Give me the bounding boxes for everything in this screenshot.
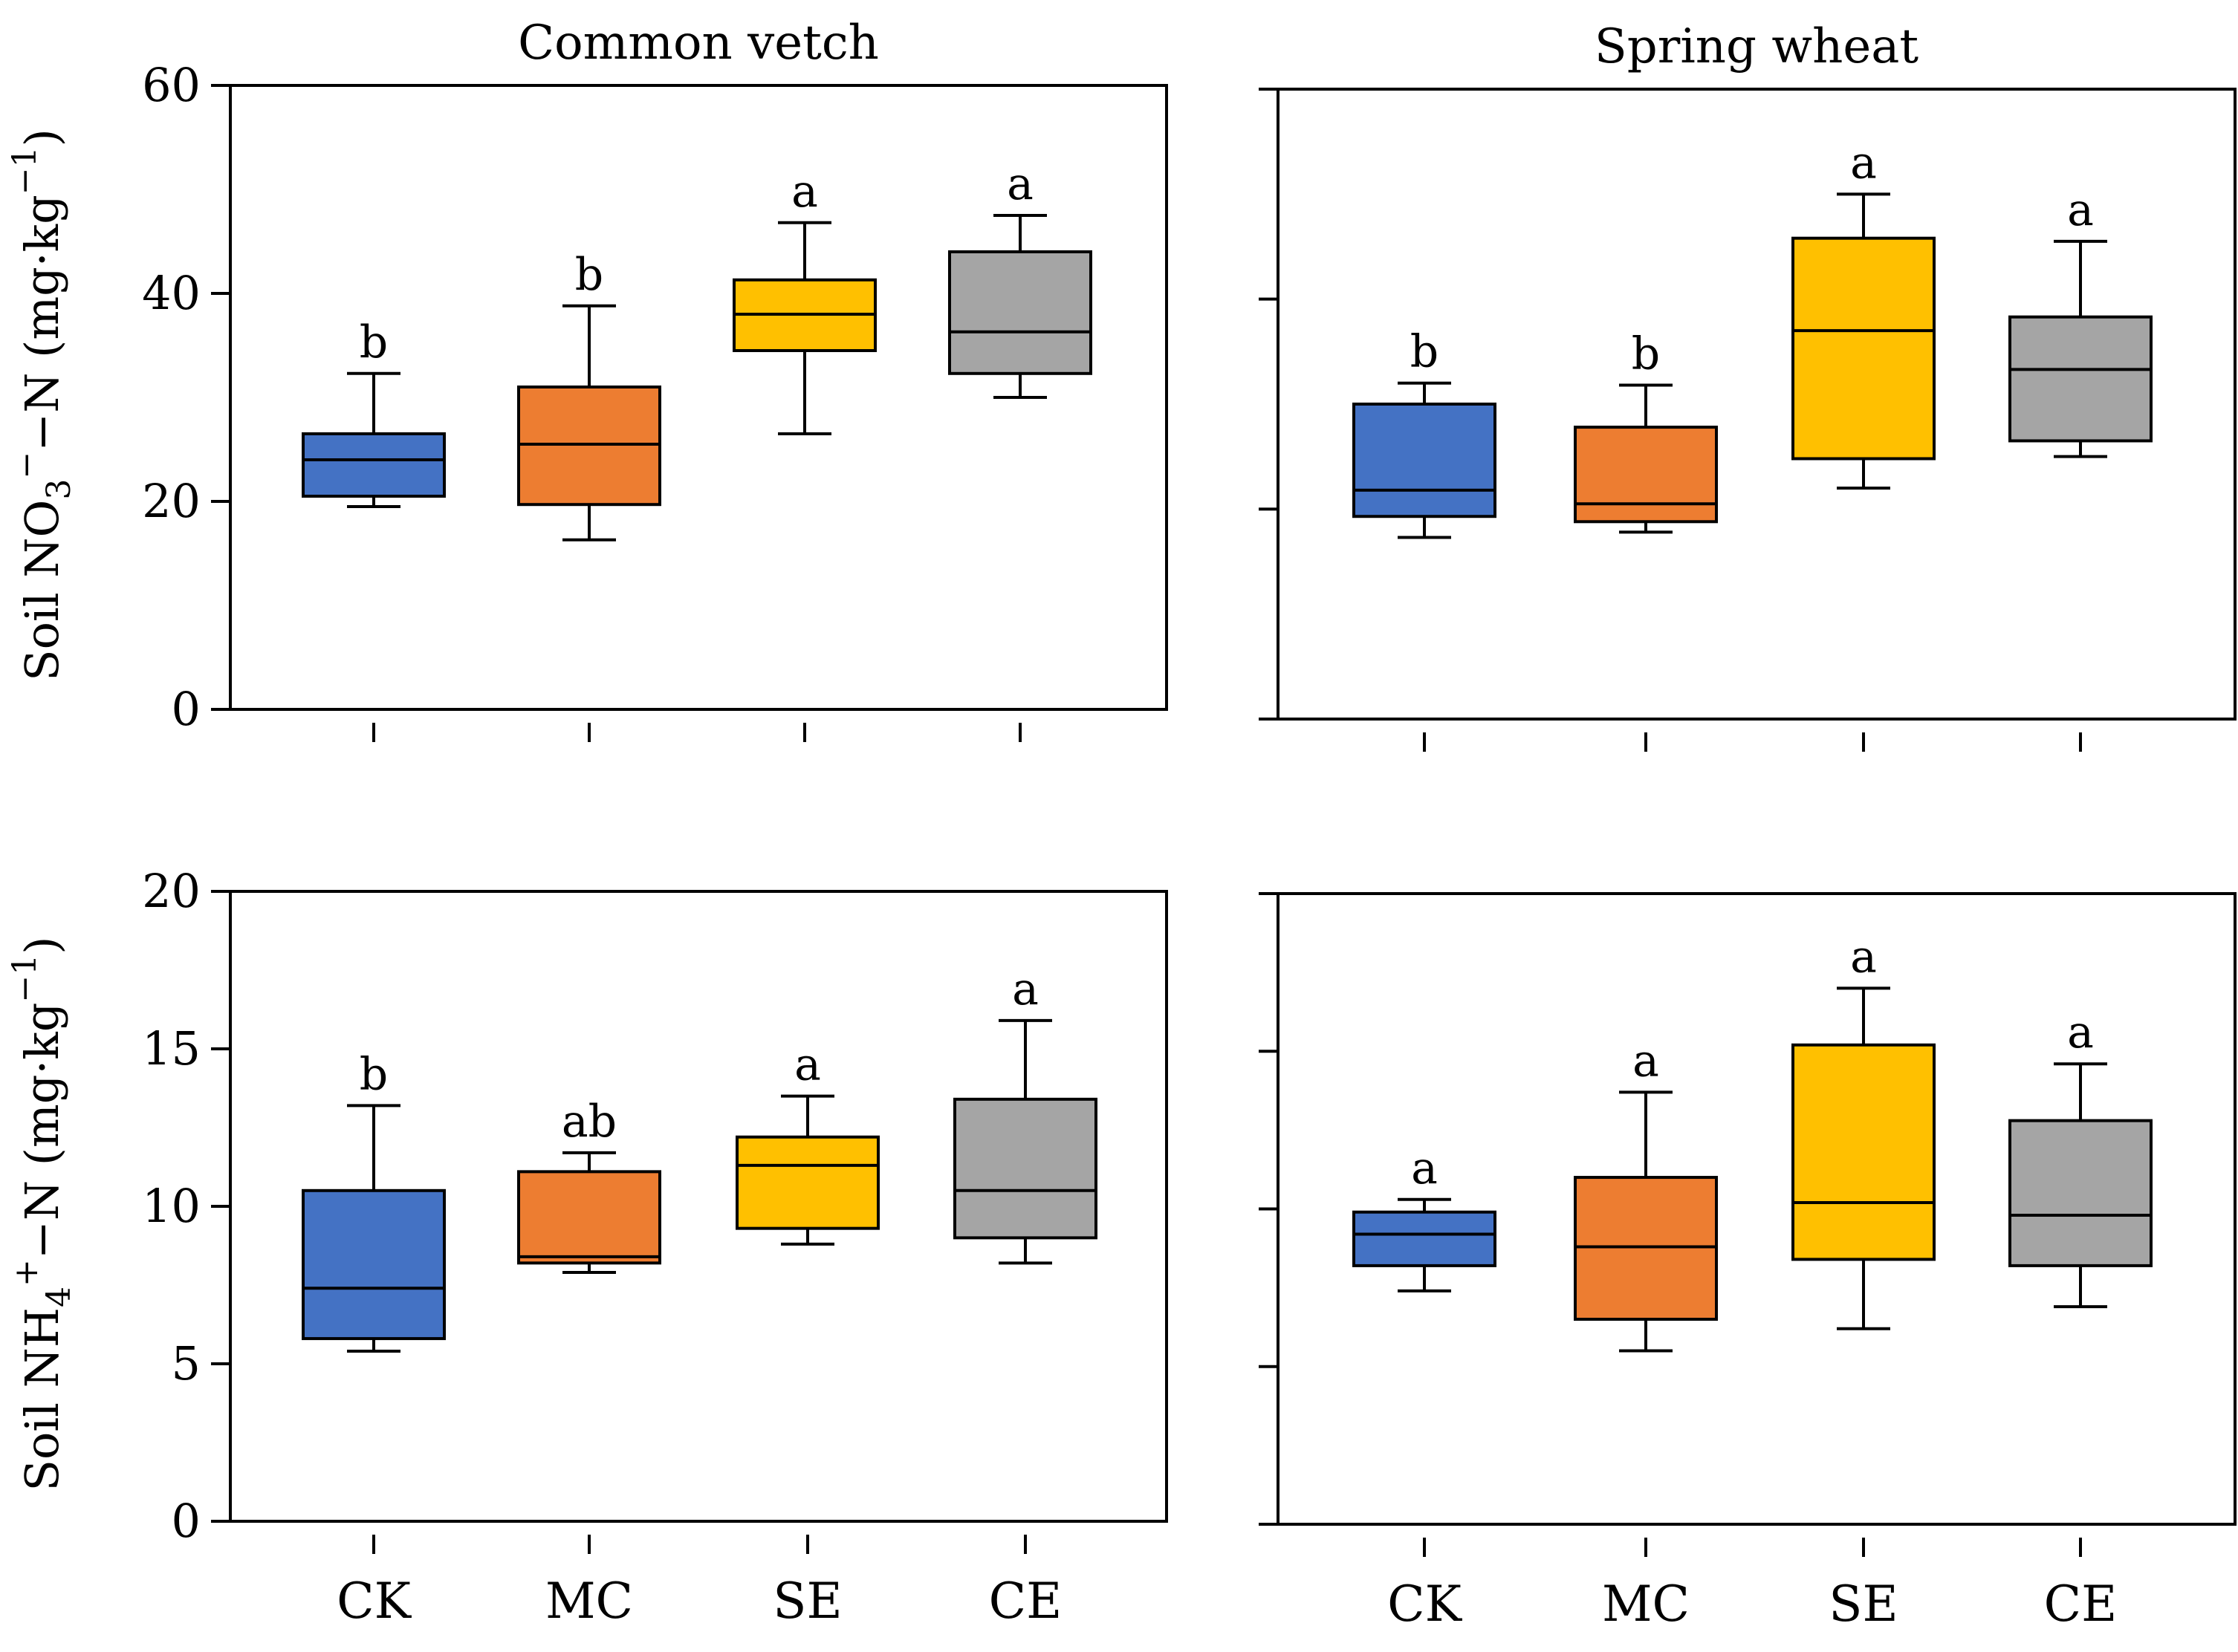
significance-label: a — [1632, 1035, 1659, 1087]
plot-frame — [229, 84, 1168, 711]
significance-label: a — [794, 1039, 821, 1091]
box-ce: a — [2008, 184, 2153, 752]
y-axis-label-suffix: ) — [15, 937, 69, 955]
iqr-box — [1791, 1043, 1936, 1261]
y-tick-label: 60 — [142, 58, 201, 112]
significance-label: b — [1410, 326, 1439, 378]
box-se: a — [1791, 137, 1936, 752]
significance-label: a — [1007, 158, 1034, 210]
y-tick-label: 15 — [142, 1021, 201, 1076]
box-ce: a — [953, 963, 1097, 1554]
box-ce: a — [2008, 1007, 2153, 1557]
significance-label: b — [1632, 328, 1660, 380]
significance-label: b — [360, 1048, 388, 1100]
iqr-box — [948, 250, 1092, 375]
plot-frame — [1277, 88, 2237, 721]
panel-bottom-right: a a a a CK MC SE CE — [1259, 892, 2237, 1633]
y-axis-label: Soil NH4+−N (mg·kg−1) — [6, 937, 78, 1492]
y-axis-label-sub: 4 — [40, 1287, 78, 1307]
box-se: a — [1791, 931, 1936, 1557]
y-axis-label-prefix: Soil NH — [15, 1307, 69, 1492]
box-ck: b — [1352, 326, 1496, 752]
iqr-box — [1352, 1210, 1496, 1267]
panel-bottom-left: 0 5 10 15 20 Soil NH4+−N (mg·kg−1) b ab a a CK MC SE… — [6, 864, 1168, 1630]
panel-title: Common vetch — [518, 16, 879, 71]
y-tick-label: 0 — [172, 682, 201, 736]
box-mc: b — [1574, 328, 1718, 752]
x-tick-label: CE — [2044, 1575, 2118, 1633]
significance-label: b — [360, 316, 388, 368]
panel-title: Spring wheat — [1595, 19, 1918, 74]
y-axis-label-middle: −N (mg·kg — [15, 1003, 69, 1260]
x-tick-label: CK — [1387, 1575, 1462, 1633]
y-axis-label-prefix: Soil NO — [15, 500, 69, 681]
significance-label: a — [1411, 1142, 1438, 1194]
significance-label: a — [2067, 184, 2094, 236]
box-ce: a — [948, 158, 1092, 742]
y-tick-label: 5 — [172, 1336, 201, 1391]
iqr-box — [2008, 315, 2153, 443]
iqr-box — [1574, 426, 1718, 524]
panel-top-left: Common vetch 0 20 40 60 Soil NO3−−N (mg·kg−1)… — [6, 16, 1168, 742]
significance-label: b — [575, 249, 603, 301]
y-axis-label-sub: 3 — [40, 479, 78, 500]
box-mc: ab — [517, 1096, 661, 1554]
x-tick-label: SE — [1829, 1575, 1898, 1633]
iqr-box — [517, 1170, 661, 1265]
y-axis-label: Soil NO3−−N (mg·kg−1) — [6, 129, 78, 681]
iqr-box — [736, 1135, 880, 1230]
iqr-box — [953, 1097, 1097, 1240]
iqr-box — [1791, 236, 1936, 461]
y-tick-label: 20 — [142, 474, 201, 528]
y-axis-label-unit-sup: −1 — [6, 955, 44, 1003]
significance-label: ab — [562, 1096, 617, 1148]
x-tick-label: MC — [545, 1573, 633, 1630]
y-tick-label: 0 — [172, 1494, 201, 1548]
panel-top-right: Spring wheat b b a a — [1259, 19, 2237, 752]
y-axis-label-sup: − — [7, 452, 45, 479]
iqr-box — [302, 1188, 446, 1341]
iqr-box — [1352, 403, 1496, 518]
x-tick-label: CK — [337, 1573, 412, 1630]
iqr-box — [1574, 1176, 1718, 1321]
box-se: a — [736, 1039, 880, 1554]
y-axis-label-unit-sup: −1 — [6, 146, 44, 195]
iqr-box — [302, 432, 446, 498]
y-axis-label-middle: −N (mg·kg — [15, 195, 69, 452]
significance-label: a — [1012, 963, 1039, 1015]
x-tick-label: MC — [1602, 1575, 1690, 1633]
box-ck: b — [302, 316, 446, 742]
x-tick-label: SE — [773, 1573, 842, 1630]
box-mc: a — [1574, 1035, 1718, 1557]
box-mc: b — [517, 249, 661, 742]
y-axis-label-suffix: ) — [15, 129, 69, 146]
iqr-box — [2008, 1119, 2153, 1267]
significance-label: a — [2067, 1007, 2094, 1058]
significance-label: a — [1850, 931, 1877, 983]
box-ck: a — [1352, 1142, 1496, 1557]
y-tick-label: 10 — [142, 1179, 201, 1233]
significance-label: a — [1850, 137, 1877, 189]
box-ck: b — [302, 1048, 446, 1554]
significance-label: a — [791, 166, 818, 218]
y-axis-label-sup: + — [7, 1259, 45, 1287]
iqr-box — [517, 386, 661, 507]
box-se: a — [733, 166, 877, 742]
x-tick-label: CE — [989, 1573, 1063, 1630]
y-tick-label: 20 — [142, 864, 201, 918]
y-tick-label: 40 — [142, 266, 201, 320]
